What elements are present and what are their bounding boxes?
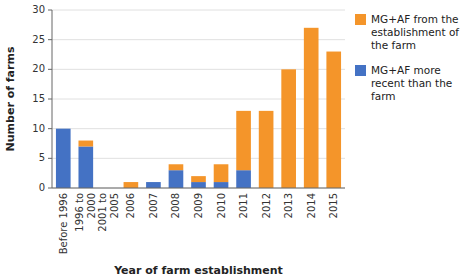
y-tick-label: 20 [32,63,45,74]
x-tick-label: 2015 [328,193,339,218]
x-tick-label: 2013 [283,193,294,218]
bar [281,69,296,188]
bar [146,182,161,183]
chart: 0 5 10 15 20 25 30 Before 1996 1996 to20002001 t… [0,0,474,280]
bar [259,111,274,188]
grid-line [52,158,345,159]
bar [169,170,184,188]
legend-swatch [355,14,366,25]
y-tick-label: 30 [32,4,45,15]
bar [56,129,71,188]
bar [56,128,71,129]
y-tick-label: 15 [32,93,45,104]
y-tick-label: 10 [32,123,45,134]
x-tick-label: 2011 [238,193,249,218]
x-tick-label: 2001 to2005 [97,193,120,232]
legend-label: MG+AF morerecent than thefarm [371,64,452,102]
x-tick-label: 1996 to2000 [74,193,97,232]
y-tick [48,158,52,159]
bar [214,164,229,182]
bar [326,52,341,188]
legend-label: MG+AF from theestablishment ofthe farm [371,13,459,51]
x-tick-label: 2006 [125,193,136,218]
y-tick [48,188,52,189]
y-axis [52,10,53,188]
y-tick [48,99,52,100]
y-tick-label: 25 [32,34,45,45]
grid-line [52,188,345,189]
x-tick-label: 2010 [216,193,227,218]
bar [236,170,251,188]
y-tick-label: 5 [39,152,45,163]
x-tick-label: 2009 [193,193,204,218]
grid-line [52,69,345,70]
grid-line [52,10,345,11]
y-tick [48,128,52,129]
bar [78,141,93,147]
x-axis-label: Year of farm establishment [113,264,283,277]
bar [214,182,229,188]
y-tick [48,69,52,70]
bar [169,164,184,170]
bar [236,111,251,170]
x-tick-label: Before 1996 [58,193,69,254]
y-tick-label: 0 [39,182,45,193]
grid-line [52,128,345,129]
y-tick [48,39,52,40]
y-tick [48,10,52,11]
x-tick-label: 2012 [261,193,272,218]
x-tick-label: 2014 [306,193,317,218]
grid [52,10,345,188]
bar [146,182,161,188]
bars [56,28,341,188]
bar [191,176,206,182]
bar [304,28,319,188]
y-axis-label: Number of farms [4,46,17,151]
x-axis [52,188,345,189]
bar [124,182,139,188]
x-tick-label: 2007 [148,193,159,218]
grid-line [52,39,345,40]
grid-line [52,99,345,100]
bar [78,146,93,188]
legend: MG+AF from theestablishment ofthe farm MG… [355,13,459,102]
bar [191,182,206,188]
x-tick-label: 2008 [170,193,181,218]
legend-swatch [355,65,366,76]
